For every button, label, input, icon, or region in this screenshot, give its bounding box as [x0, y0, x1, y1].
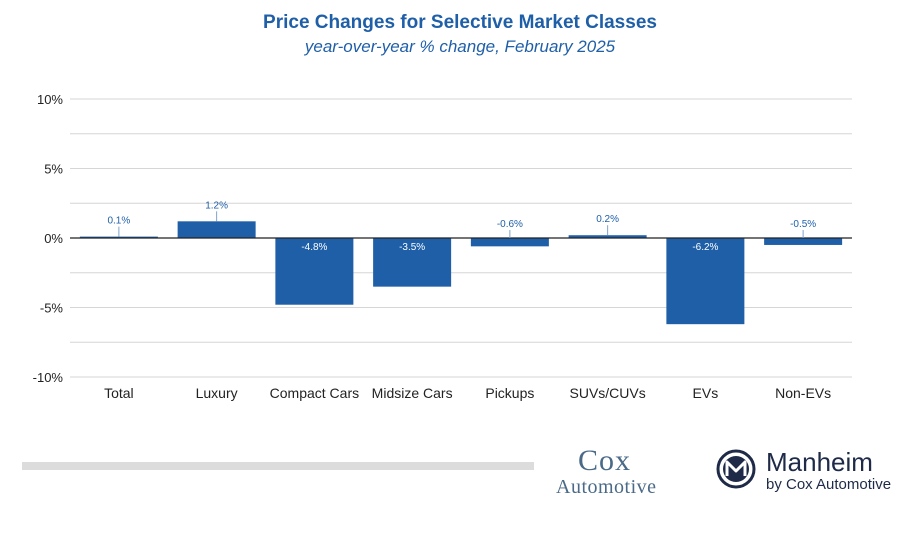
cox-logo-line2: Automotive [556, 476, 657, 498]
data-label: -0.6% [497, 219, 523, 230]
y-axis-ticks: 10% 5% 0% -5% -10% [33, 92, 64, 385]
bar-midsize-cars [373, 238, 452, 287]
bar-chart: 10%5%0%-5%-10% 0.1%1.2%-4.8% -3.5%-0.6% 0.… [33, 92, 852, 401]
data-label: 0.1% [107, 216, 130, 227]
data-labels: 0.1% 1.2% -4.8% -3.5% -0.6% 0.2% -6.2% -0.5% [107, 200, 816, 253]
y-tick-label: -10% [33, 370, 64, 385]
x-tick-label: Total [104, 385, 134, 401]
chart-subtitle: year-over-year % change, February 2025 [304, 37, 616, 56]
bar-evs [666, 238, 745, 325]
data-label: -0.5% [790, 219, 816, 230]
bar-compact-cars [275, 238, 354, 305]
x-tick-label: Pickups [485, 385, 534, 401]
cox-automotive-logo: Cox Automotive [556, 444, 706, 499]
x-tick-label: Luxury [196, 385, 238, 401]
x-tick-label: Non-EVs [775, 385, 831, 401]
y-tick-label: 10% [37, 92, 63, 107]
bar-pickups [470, 238, 549, 247]
data-label: 0.2% [596, 214, 619, 225]
data-label: -4.8% [301, 242, 327, 253]
footer-divider [22, 462, 534, 470]
bar-non-evs [764, 238, 843, 245]
x-axis-ticks: Total Luxury Compact Cars Midsize Cars Picku… [104, 385, 831, 401]
bar-total [79, 236, 158, 239]
manheim-sub: by Cox Automotive [766, 476, 892, 493]
x-tick-label: SUVs/CUVs [570, 385, 646, 401]
manheim-m-icon [716, 449, 756, 489]
bar-luxury [177, 221, 256, 238]
manheim-logo-text: Manheim by Cox Automotive [766, 448, 891, 494]
data-label: 1.2% [205, 200, 228, 211]
chart-title: Price Changes for Selective Market Class… [263, 12, 657, 33]
x-tick-label: Midsize Cars [372, 385, 453, 401]
data-label: -6.2% [692, 242, 718, 253]
x-tick-label: EVs [693, 385, 719, 401]
cox-logo-line1: Cox [578, 444, 632, 477]
bar-suvs-cuvs [568, 235, 647, 238]
y-tick-label: 5% [44, 162, 63, 177]
y-tick-label: -5% [40, 301, 64, 316]
bars [79, 221, 843, 325]
y-tick-label: 0% [44, 231, 63, 246]
manheim-name: Manheim [766, 447, 873, 477]
data-label: -3.5% [399, 242, 425, 253]
x-tick-label: Compact Cars [270, 385, 359, 401]
